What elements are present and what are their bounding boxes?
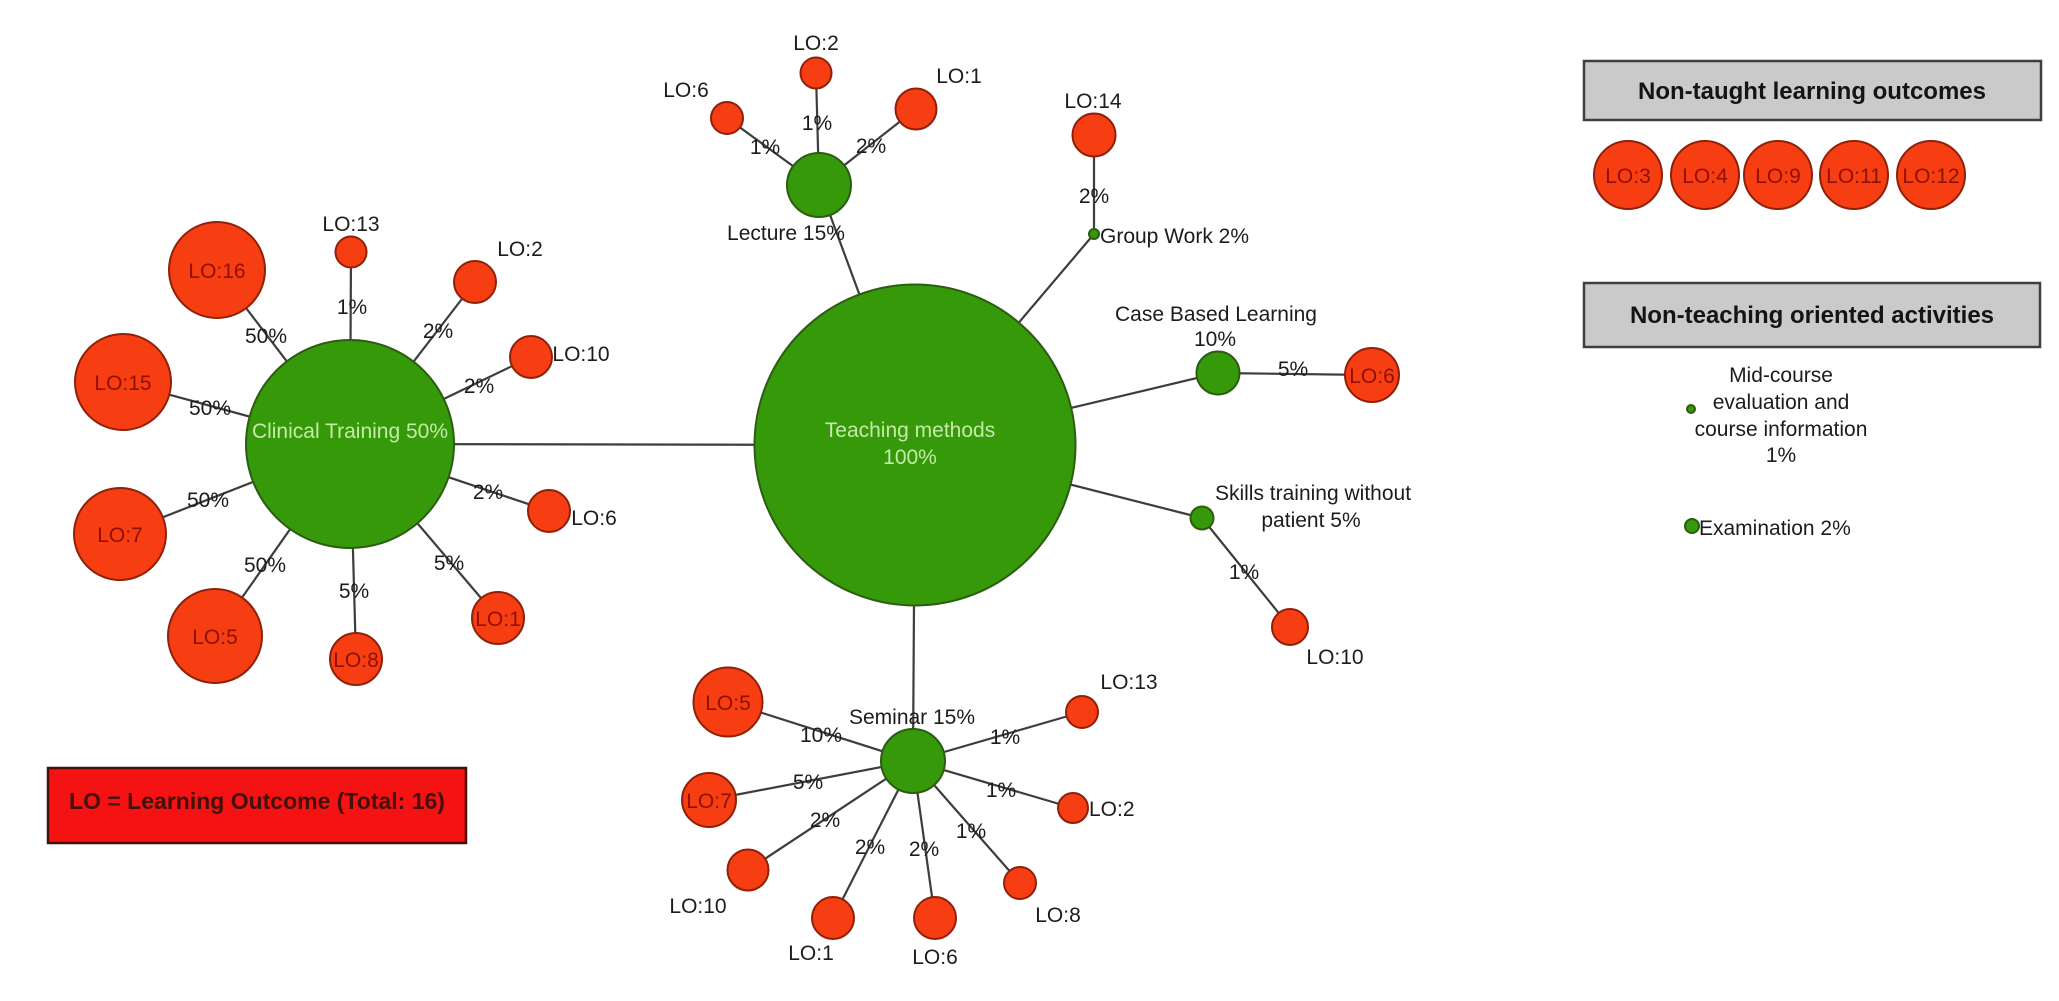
svg-text:1%: 1%	[986, 779, 1016, 802]
svg-text:Mid-course: Mid-course	[1729, 364, 1833, 387]
svg-text:50%: 50%	[189, 397, 231, 420]
svg-text:Non-taught learning outcomes: Non-taught learning outcomes	[1638, 78, 1986, 105]
svg-text:LO:1: LO:1	[936, 65, 982, 88]
svg-text:LO:6: LO:6	[571, 507, 617, 530]
svg-text:LO:12: LO:12	[1902, 165, 1959, 188]
svg-text:1%: 1%	[1229, 561, 1259, 584]
svg-text:LO:2: LO:2	[497, 238, 543, 261]
svg-text:LO:11: LO:11	[1826, 165, 1882, 188]
svg-text:Examination 2%: Examination 2%	[1699, 517, 1851, 540]
svg-text:LO:8: LO:8	[1035, 904, 1081, 927]
svg-text:evaluation and: evaluation and	[1713, 391, 1850, 414]
svg-text:100%: 100%	[883, 446, 937, 469]
svg-text:LO:8: LO:8	[333, 649, 379, 672]
svg-text:2%: 2%	[855, 836, 885, 859]
svg-text:1%: 1%	[337, 296, 367, 319]
svg-text:LO:5: LO:5	[192, 626, 238, 649]
svg-text:LO:9: LO:9	[1755, 165, 1801, 188]
svg-text:LO:2: LO:2	[793, 32, 839, 55]
svg-text:Seminar 15%: Seminar 15%	[849, 706, 975, 729]
svg-text:Clinical Training 50%: Clinical Training 50%	[252, 420, 448, 443]
svg-text:1%: 1%	[750, 136, 780, 159]
svg-text:course information: course information	[1695, 418, 1868, 441]
svg-text:2%: 2%	[473, 481, 503, 504]
svg-text:LO:13: LO:13	[322, 213, 379, 236]
svg-text:2%: 2%	[810, 809, 840, 832]
svg-text:LO:7: LO:7	[97, 524, 143, 547]
svg-text:LO:6: LO:6	[663, 79, 709, 102]
svg-text:LO:10: LO:10	[669, 895, 726, 918]
svg-text:1%: 1%	[1766, 444, 1796, 467]
svg-text:10%: 10%	[800, 724, 842, 747]
svg-text:LO:10: LO:10	[1306, 646, 1363, 669]
svg-text:5%: 5%	[793, 771, 823, 794]
svg-text:50%: 50%	[245, 325, 287, 348]
svg-text:LO:7: LO:7	[686, 790, 732, 813]
svg-text:5%: 5%	[1278, 358, 1308, 381]
svg-text:2%: 2%	[464, 375, 494, 398]
svg-text:Teaching methods: Teaching methods	[825, 419, 995, 442]
svg-text:LO:3: LO:3	[1605, 165, 1651, 188]
svg-text:LO:6: LO:6	[912, 946, 958, 969]
svg-text:2%: 2%	[909, 838, 939, 861]
svg-text:Lecture 15%: Lecture 15%	[727, 222, 845, 245]
svg-text:5%: 5%	[339, 580, 369, 603]
svg-text:LO:6: LO:6	[1349, 365, 1395, 388]
svg-text:Group Work 2%: Group Work 2%	[1100, 225, 1249, 248]
svg-text:Non-teaching oriented activiti: Non-teaching oriented activities	[1630, 302, 1994, 329]
svg-text:50%: 50%	[244, 554, 286, 577]
svg-text:LO:13: LO:13	[1100, 671, 1157, 694]
svg-text:LO:14: LO:14	[1064, 90, 1122, 113]
svg-text:10%: 10%	[1194, 328, 1236, 351]
svg-text:LO:16: LO:16	[188, 260, 245, 283]
svg-text:Case Based Learning: Case Based Learning	[1115, 303, 1317, 326]
svg-text:2%: 2%	[1079, 185, 1109, 208]
svg-text:1%: 1%	[956, 820, 986, 843]
svg-text:2%: 2%	[423, 320, 453, 343]
svg-text:LO:4: LO:4	[1682, 165, 1728, 188]
svg-text:2%: 2%	[856, 135, 886, 158]
svg-text:Skills training without: Skills training without	[1215, 482, 1411, 505]
svg-text:LO:10: LO:10	[552, 343, 609, 366]
svg-text:1%: 1%	[990, 726, 1020, 749]
svg-text:LO:5: LO:5	[705, 692, 751, 715]
svg-text:50%: 50%	[187, 489, 229, 512]
svg-text:LO:15: LO:15	[94, 372, 151, 395]
svg-text:1%: 1%	[802, 112, 832, 135]
svg-text:5%: 5%	[434, 552, 464, 575]
svg-text:LO:2: LO:2	[1089, 798, 1135, 821]
svg-text:patient 5%: patient 5%	[1261, 509, 1360, 532]
svg-text:LO:1: LO:1	[788, 942, 834, 965]
svg-text:LO:1: LO:1	[475, 608, 521, 631]
svg-text:LO = Learning Outcome (Total:: LO = Learning Outcome (Total: 16)	[69, 788, 445, 814]
